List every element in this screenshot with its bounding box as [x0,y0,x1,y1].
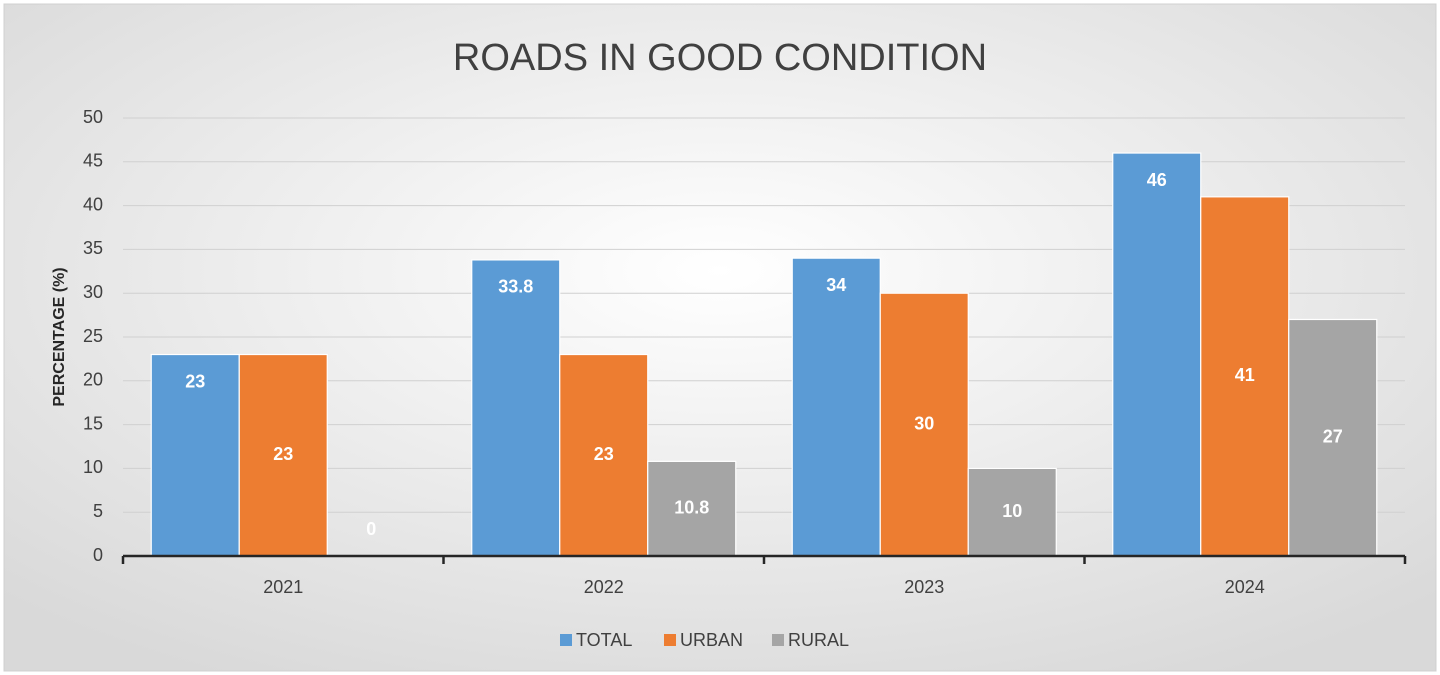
y-tick-label: 30 [83,282,103,302]
legend-swatch [772,634,784,646]
bar [1288,318,1378,557]
data-label: 10 [1002,501,1022,521]
bar [559,353,649,557]
y-tick-label: 50 [83,107,103,127]
legend-label: RURAL [788,630,849,650]
y-tick-label: 0 [93,545,103,565]
bar [238,353,328,557]
y-tick-label: 45 [83,151,103,171]
bar [791,257,881,557]
data-label: 33.8 [498,277,533,297]
y-tick-label: 35 [83,238,103,258]
y-tick-label: 10 [83,457,103,477]
bar [967,467,1057,557]
x-tick-label: 2023 [904,577,944,597]
legend-label: URBAN [680,630,743,650]
chart-title: ROADS IN GOOD CONDITION [453,37,987,79]
x-tick-label: 2021 [263,577,303,597]
y-axis-title: PERCENTAGE (%) [51,267,68,406]
data-label: 10.8 [674,497,709,517]
data-label: 23 [185,371,205,391]
x-tick-label: 2022 [584,577,624,597]
bar [879,292,969,557]
data-label: 23 [594,444,614,464]
legend-swatch [560,634,572,646]
y-tick-label: 20 [83,370,103,390]
y-tick-label: 25 [83,326,103,346]
data-label: 0 [366,519,376,539]
x-tick-label: 2024 [1225,577,1265,597]
data-label: 30 [914,413,934,433]
legend-label: TOTAL [576,630,632,650]
data-label: 23 [273,444,293,464]
bar [647,460,737,557]
y-tick-label: 15 [83,413,103,433]
y-tick-label: 5 [93,501,103,521]
data-label: 41 [1235,365,1255,385]
data-label: 34 [826,275,846,295]
data-label: 27 [1323,426,1343,446]
y-tick-label: 40 [83,194,103,214]
data-label: 46 [1147,170,1167,190]
legend-swatch [664,634,676,646]
bar [471,259,561,557]
bar [150,353,240,557]
bar [1112,152,1202,557]
